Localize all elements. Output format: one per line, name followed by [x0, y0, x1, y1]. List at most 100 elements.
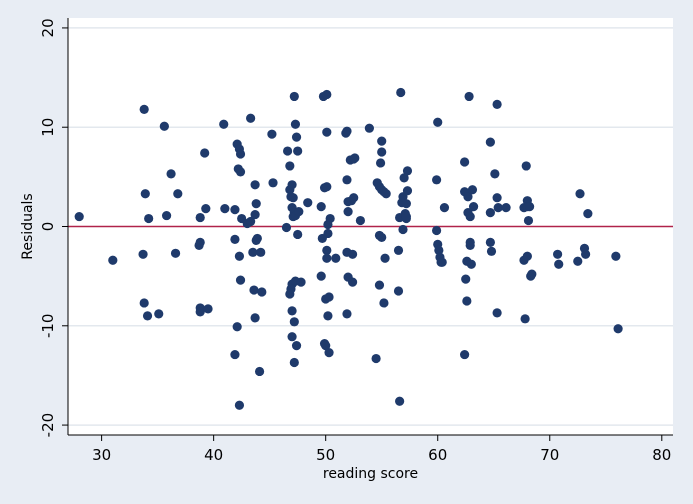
data-point: [323, 228, 333, 239]
data-point: [235, 275, 246, 285]
data-point: [379, 298, 389, 308]
data-point: [467, 185, 478, 195]
y-tick-label: 20: [39, 18, 57, 37]
data-point: [293, 229, 303, 240]
data-point: [325, 213, 335, 224]
data-point: [234, 251, 245, 261]
x-tick-label: 60: [428, 446, 447, 464]
data-point: [465, 211, 475, 222]
data-point: [219, 119, 229, 129]
data-point: [466, 259, 476, 269]
data-point: [289, 91, 299, 102]
data-point: [288, 193, 298, 203]
data-point: [501, 203, 511, 213]
data-point: [402, 166, 413, 176]
x-axis-title: reading score: [323, 466, 418, 482]
data-point: [246, 216, 256, 227]
data-point: [235, 149, 246, 159]
data-point: [401, 199, 411, 209]
data-point: [303, 198, 313, 208]
data-point: [393, 286, 404, 296]
data-point: [159, 121, 169, 131]
data-point: [492, 99, 502, 109]
data-point: [291, 132, 302, 142]
data-point: [322, 182, 332, 192]
x-tick-label: 30: [92, 446, 111, 464]
data-point: [347, 277, 358, 287]
data-point: [402, 186, 413, 196]
data-point: [220, 204, 230, 214]
x-tick-label: 80: [652, 446, 671, 464]
data-point: [322, 245, 332, 255]
data-point: [432, 225, 442, 236]
data-point: [492, 193, 502, 203]
data-point: [246, 113, 256, 123]
data-point: [322, 89, 332, 100]
data-point: [374, 280, 385, 290]
data-point: [375, 158, 386, 168]
data-point: [235, 167, 246, 177]
data-point: [460, 349, 470, 360]
data-point: [492, 308, 502, 318]
data-point: [291, 341, 302, 351]
data-point: [293, 146, 303, 156]
data-point: [377, 147, 387, 157]
data-point: [342, 309, 352, 319]
x-axis-ticks: 30 40 50 60 70 80: [92, 435, 671, 464]
data-point: [324, 292, 334, 302]
data-point: [161, 210, 172, 221]
data-point: [401, 211, 411, 222]
x-tick-label: 70: [540, 446, 559, 464]
data-points: [74, 87, 623, 410]
data-point: [520, 314, 530, 324]
data-point: [462, 296, 472, 306]
x-tick-label: 50: [316, 446, 335, 464]
data-point: [139, 104, 149, 114]
data-point: [285, 289, 295, 299]
data-point: [287, 306, 297, 316]
data-point: [322, 253, 332, 263]
data-point: [493, 203, 503, 213]
data-point: [554, 259, 564, 269]
data-point: [583, 208, 593, 219]
data-point: [287, 332, 297, 342]
data-point: [267, 129, 277, 139]
data-point: [194, 240, 204, 250]
data-point: [323, 311, 333, 321]
data-point: [296, 277, 306, 287]
data-point: [289, 357, 299, 368]
data-point: [173, 189, 183, 199]
data-point: [371, 353, 381, 364]
data-point: [613, 324, 623, 334]
data-point: [553, 249, 563, 259]
data-point: [322, 127, 332, 137]
data-point: [321, 341, 331, 351]
data-point: [294, 207, 304, 217]
y-tick-label: 0: [39, 222, 57, 232]
data-point: [324, 347, 334, 358]
data-point: [251, 199, 261, 209]
data-point: [350, 153, 360, 163]
data-point: [355, 215, 366, 226]
data-point: [364, 123, 374, 133]
data-point: [250, 180, 260, 190]
data-point: [439, 203, 450, 213]
data-point: [285, 161, 295, 171]
data-point: [268, 178, 278, 188]
y-tick-label: 10: [39, 118, 57, 137]
data-point: [393, 245, 404, 255]
data-point: [463, 192, 473, 202]
data-point: [230, 349, 240, 360]
data-point: [349, 193, 359, 203]
data-point: [232, 322, 242, 332]
data-point: [331, 253, 341, 263]
x-tick-label: 40: [204, 446, 223, 464]
y-axis-title: Residuals: [20, 193, 36, 259]
data-point: [142, 311, 153, 321]
data-point: [581, 249, 591, 259]
data-point: [316, 271, 326, 281]
data-point: [139, 298, 149, 308]
y-tick-label: -20: [39, 413, 57, 438]
data-point: [290, 119, 301, 129]
